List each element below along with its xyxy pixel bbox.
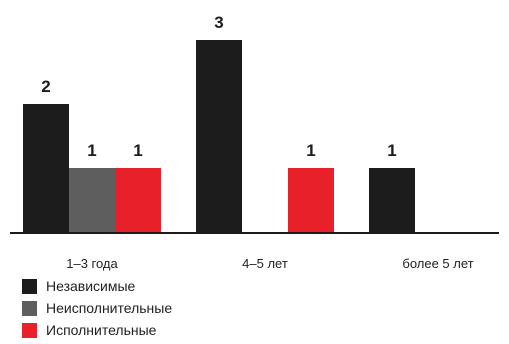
value-label-1-2: 1 xyxy=(87,141,96,160)
legend-label: Неисполнительные xyxy=(46,300,173,316)
x-tick-label-2: 4–5 лет xyxy=(242,256,288,271)
value-label-3-1: 1 xyxy=(387,141,396,160)
value-label-2-1: 3 xyxy=(214,13,223,32)
bar-2-3 xyxy=(288,168,334,232)
x-tick-label-1: 1–3 года xyxy=(66,256,118,271)
x-tick-labels-layer: 1–3 года 4–5 лет более 5 лет xyxy=(66,256,473,271)
value-label-2-3: 1 xyxy=(306,141,315,160)
legend-swatch xyxy=(22,323,37,338)
bar-1-3 xyxy=(115,168,161,232)
value-label-1-1: 2 xyxy=(41,77,50,96)
legend-swatch xyxy=(22,279,37,294)
value-labels-layer: 2 1 1 3 1 1 xyxy=(41,13,396,160)
legend-label: Исполнительные xyxy=(46,322,157,338)
legend-swatch xyxy=(22,301,37,316)
bar-3-1 xyxy=(369,168,415,232)
bar-1-1 xyxy=(23,104,69,232)
bar-1-2 xyxy=(69,168,115,232)
value-label-1-3: 1 xyxy=(133,141,142,160)
legend-label: Независимые xyxy=(46,278,136,294)
bars-layer xyxy=(23,40,415,232)
x-tick-label-3: более 5 лет xyxy=(402,256,473,271)
bar-2-1 xyxy=(196,40,242,232)
